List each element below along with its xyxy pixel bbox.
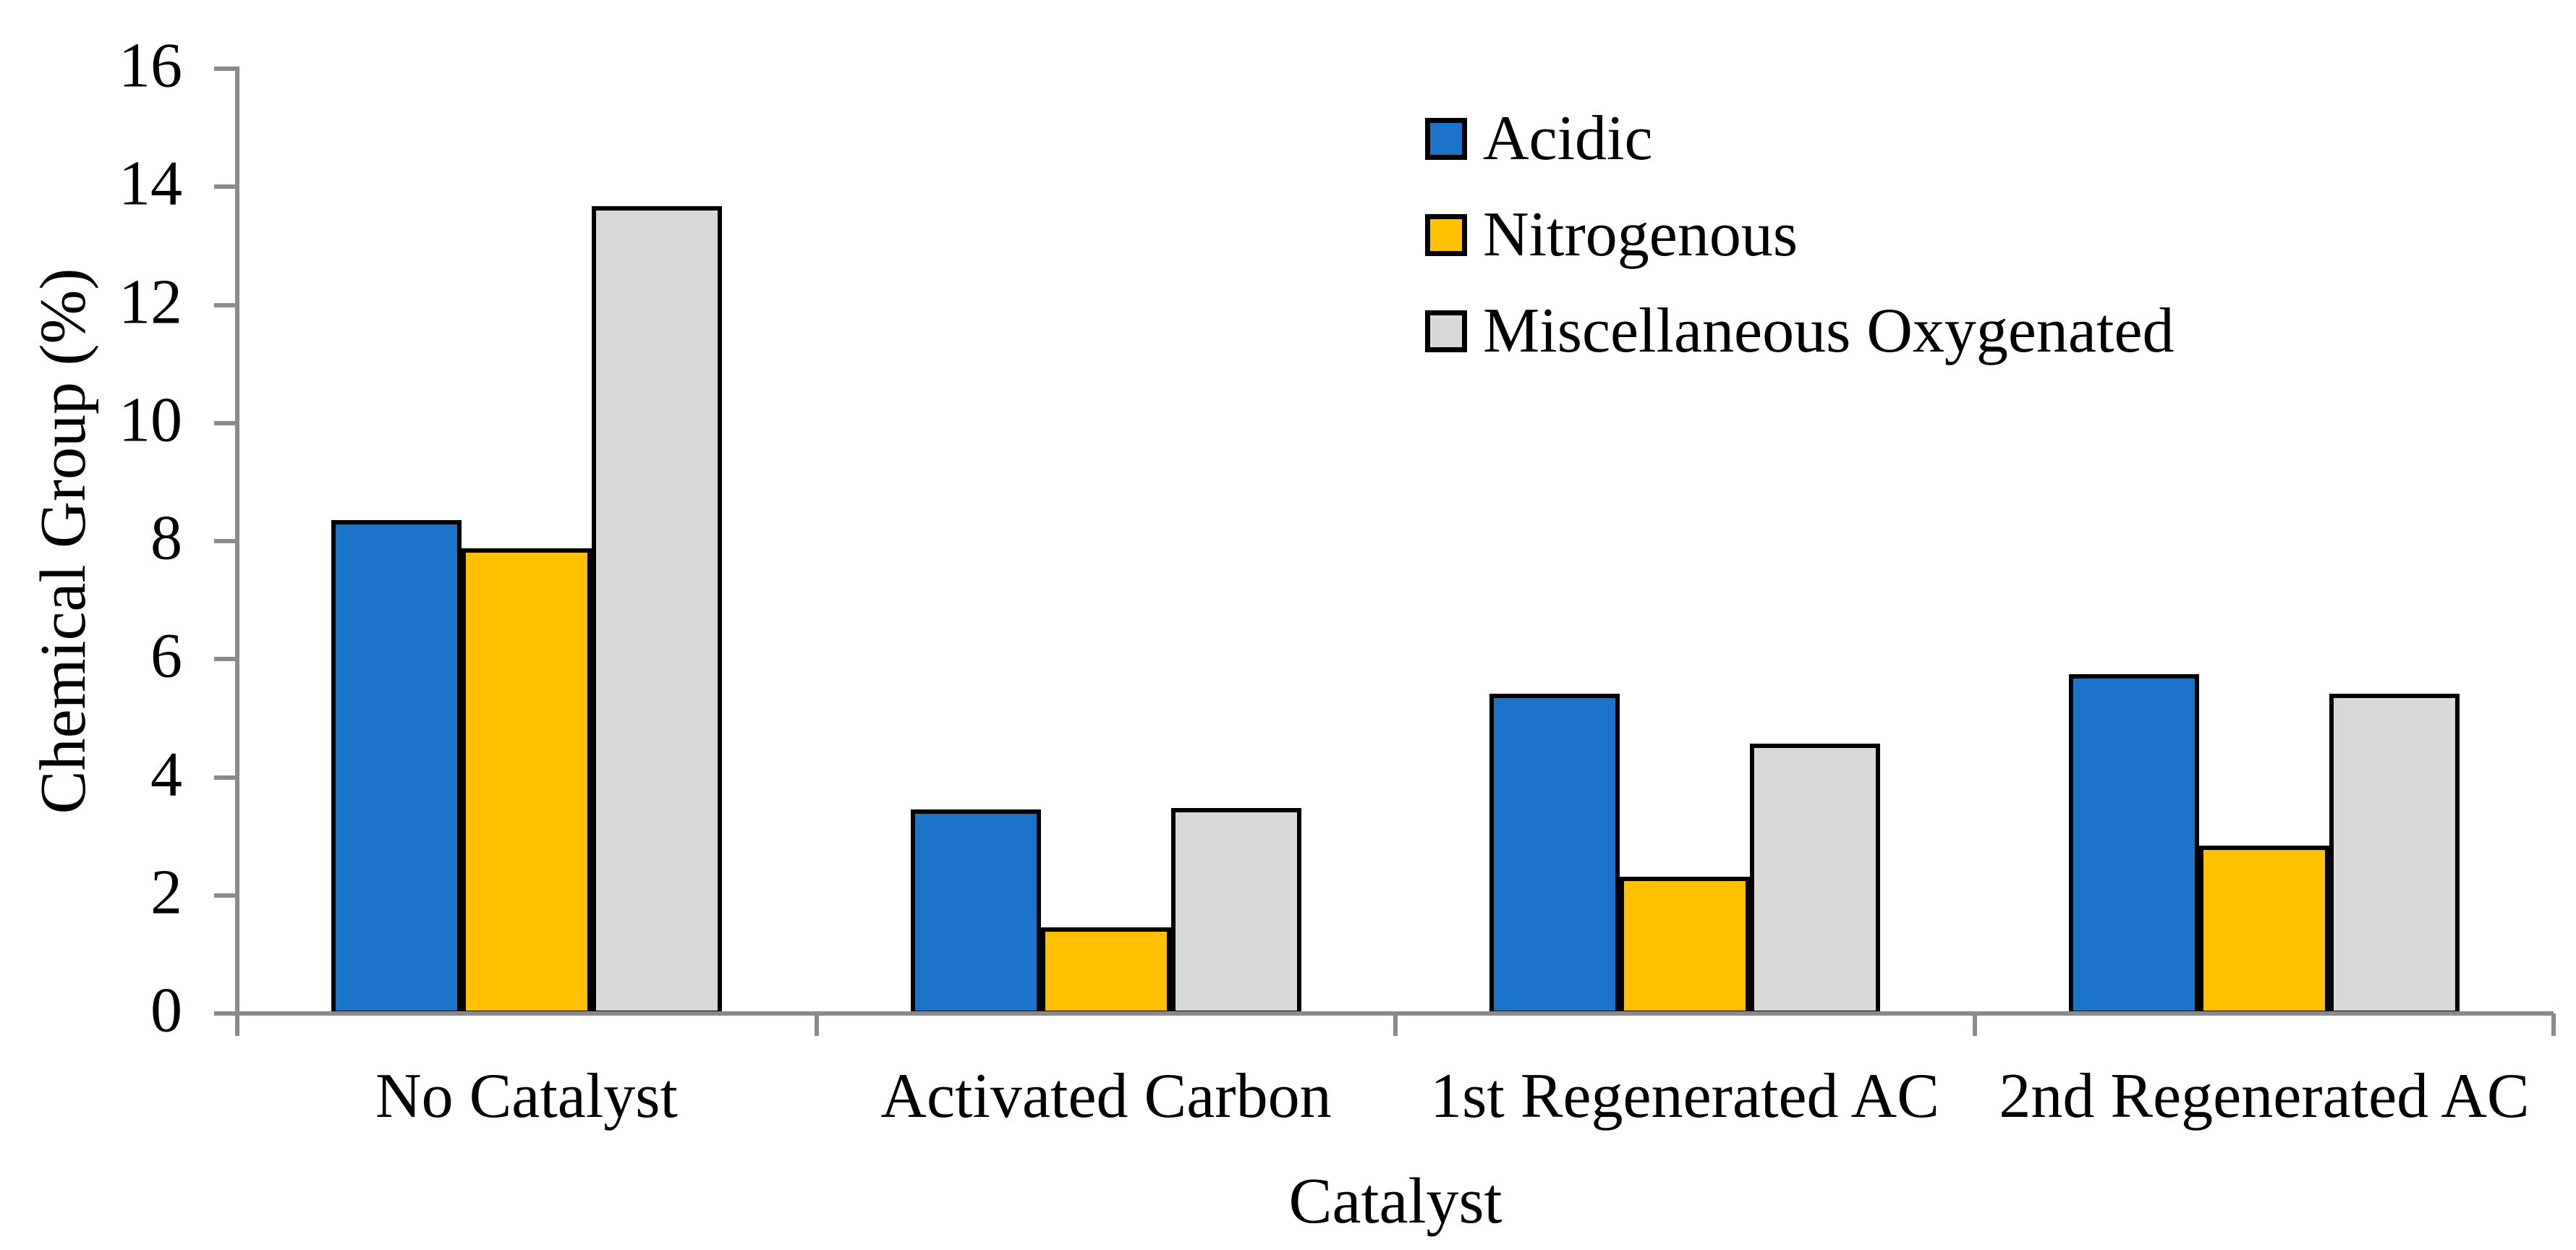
bar (2329, 694, 2460, 1015)
legend-label: Nitrogenous (1483, 200, 1798, 270)
bar (1620, 877, 1750, 1015)
bar (1041, 927, 1171, 1015)
y-tick (214, 302, 239, 307)
bar (2069, 674, 2199, 1015)
category-label: Activated Carbon (880, 1061, 1332, 1131)
legend-swatch (1425, 310, 1467, 352)
category-label: 1st Regenerated AC (1430, 1061, 1939, 1131)
legend-item: Nitrogenous (1425, 203, 1798, 267)
y-tick (214, 775, 239, 780)
legend-label: Acidic (1483, 103, 1653, 174)
x-tick (2551, 1013, 2556, 1036)
legend-swatch (1425, 118, 1467, 160)
y-tick-label: 14 (119, 148, 182, 219)
y-tick (214, 893, 239, 898)
y-tick-label: 2 (150, 857, 182, 928)
y-tick (214, 184, 239, 190)
y-tick-label: 16 (119, 30, 182, 101)
bar (1171, 808, 1301, 1015)
bar (911, 809, 1041, 1015)
bar (462, 548, 592, 1015)
y-axis-line (235, 67, 239, 1036)
y-tick-label: 4 (150, 739, 182, 809)
y-tick-label: 6 (150, 621, 182, 692)
x-tick (814, 1013, 819, 1036)
y-tick (214, 539, 239, 543)
x-tick (235, 1013, 239, 1036)
bar (1750, 744, 1880, 1015)
category-label: 2nd Regenerated AC (1999, 1061, 2530, 1131)
bar (592, 206, 722, 1015)
x-tick (1393, 1013, 1398, 1036)
legend-item: Acidic (1425, 107, 1653, 171)
y-tick-label: 12 (119, 266, 182, 337)
y-tick (214, 1011, 239, 1016)
y-tick (214, 420, 239, 425)
y-tick (214, 67, 239, 71)
bar (331, 520, 462, 1015)
y-tick (214, 657, 239, 662)
legend-swatch (1425, 214, 1467, 256)
legend-label: Miscellaneous Oxygenated (1483, 296, 2175, 366)
bar (2199, 846, 2329, 1015)
y-tick-label: 8 (150, 503, 182, 574)
y-tick-label: 10 (119, 385, 182, 456)
x-tick (1972, 1013, 1977, 1036)
category-label: No Catalyst (375, 1061, 678, 1131)
x-axis-title: Catalyst (1288, 1165, 1502, 1237)
legend-item: Miscellaneous Oxygenated (1425, 299, 2175, 363)
bar (1489, 694, 1620, 1015)
y-tick-label: 0 (150, 975, 182, 1046)
